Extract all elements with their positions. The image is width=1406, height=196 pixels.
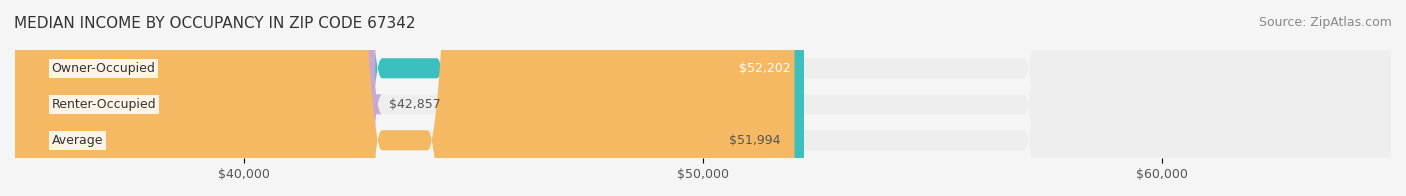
Text: $51,994: $51,994	[730, 134, 780, 147]
FancyBboxPatch shape	[15, 0, 1391, 196]
Text: Average: Average	[52, 134, 103, 147]
Text: Renter-Occupied: Renter-Occupied	[52, 98, 156, 111]
Text: $42,857: $42,857	[389, 98, 441, 111]
FancyBboxPatch shape	[15, 0, 1391, 196]
Text: $52,202: $52,202	[738, 62, 790, 75]
Text: Source: ZipAtlas.com: Source: ZipAtlas.com	[1258, 16, 1392, 29]
Text: MEDIAN INCOME BY OCCUPANCY IN ZIP CODE 67342: MEDIAN INCOME BY OCCUPANCY IN ZIP CODE 6…	[14, 16, 416, 31]
FancyBboxPatch shape	[15, 0, 1391, 196]
FancyBboxPatch shape	[15, 0, 804, 196]
Text: Owner-Occupied: Owner-Occupied	[52, 62, 156, 75]
FancyBboxPatch shape	[15, 0, 794, 196]
FancyBboxPatch shape	[8, 0, 382, 196]
